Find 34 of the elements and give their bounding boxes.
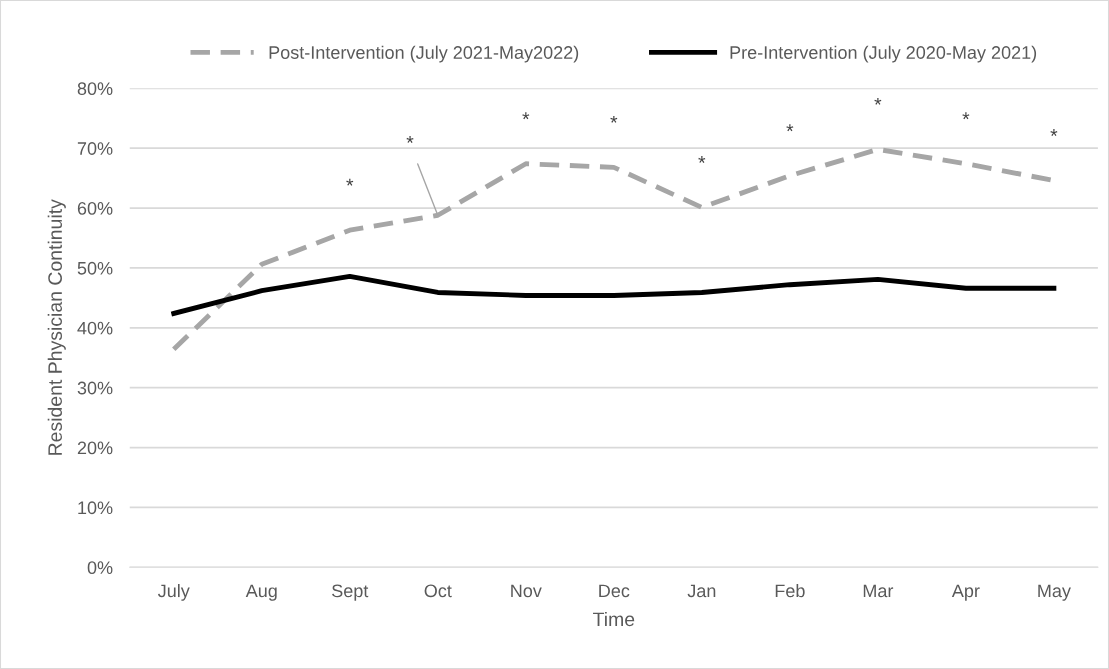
- y-axis-title: Resident Physician Continuity: [47, 199, 66, 455]
- x-tick-label: Oct: [424, 584, 452, 598]
- x-tick-label: Feb: [775, 583, 805, 598]
- annotation: *: [962, 112, 970, 120]
- annotation: *: [1050, 129, 1058, 136]
- y-tick-label: 30%: [77, 381, 113, 395]
- x-axis-title: Time: [593, 611, 635, 627]
- y-tick-label: 60%: [77, 201, 113, 215]
- x-tick-label: Mar: [863, 584, 894, 598]
- y-tick-label: 10%: [78, 501, 113, 515]
- annotation: *: [522, 112, 530, 120]
- annotation: *: [698, 156, 706, 163]
- x-tick-label: July: [157, 583, 190, 601]
- annotation: *: [610, 115, 618, 123]
- line-series: [171, 273, 1057, 316]
- legend-label: Post-Intervention (July 2021-May2022): [269, 45, 579, 63]
- x-tick-label: May: [1038, 584, 1071, 601]
- annotation: *: [786, 124, 794, 132]
- y-tick-label: 0%: [87, 561, 113, 575]
- annotation: *: [346, 178, 354, 186]
- y-tick-label: 40%: [77, 321, 113, 335]
- annotation: *: [406, 136, 414, 143]
- y-tick-label: 70%: [77, 142, 113, 155]
- x-tick-label: Nov: [511, 584, 542, 598]
- x-tick-label: Apr: [951, 584, 980, 601]
- y-tick-label: 50%: [77, 261, 113, 275]
- annotation: *: [874, 97, 882, 105]
- x-tick-label: Jan: [687, 584, 716, 598]
- x-tick-label: Dec: [599, 584, 630, 598]
- x-tick-label: Sept: [332, 584, 369, 601]
- y-tick-label: 20%: [77, 441, 113, 455]
- y-tick-label: 80%: [77, 82, 113, 96]
- x-tick-label: Aug: [245, 584, 277, 601]
- legend-label: Pre-Intervention (July 2020-May 2021): [730, 45, 1037, 63]
